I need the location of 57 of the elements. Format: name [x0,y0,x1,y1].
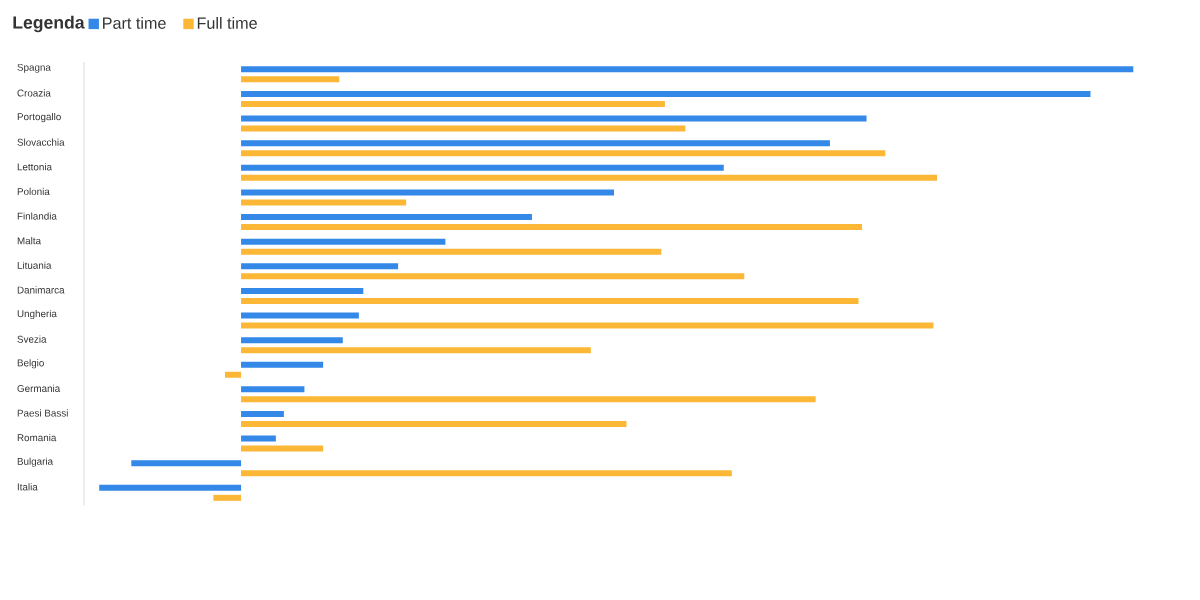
y-tick-label: Germania [17,384,61,392]
y-tick-label: Croazia [17,89,51,97]
bar [241,297,859,304]
bar [241,224,863,231]
bar [241,337,343,344]
y-tick-label: Italia [17,483,38,491]
bar [241,100,665,107]
bar [241,199,407,206]
bar [241,420,627,427]
bar [241,273,745,280]
bar [241,214,532,221]
bar [241,287,364,294]
y-tick-label: Svezia [17,335,47,343]
bar [241,174,938,181]
bar [241,386,305,393]
bar [213,494,242,501]
bar [241,76,340,83]
bar [241,140,830,147]
bar [241,435,276,442]
bar [131,460,242,467]
bar [241,410,284,417]
y-tick-label: Slovacchia [17,138,65,146]
bar [241,66,1134,73]
bar [241,164,724,171]
bar [241,189,615,196]
y-tick-label: Romania [17,433,57,442]
bar [241,312,359,319]
bar [241,238,446,245]
y-tick-label: Ungheria [17,309,57,320]
y-tick-label: Lettonia [17,163,52,171]
y-tick-label: Bulgaria [17,457,54,467]
bar [241,125,686,132]
legend-label: Full time [197,17,257,29]
bar [241,445,324,452]
y-tick-label: Finlandia [17,212,57,220]
bar [241,396,816,403]
bar [241,90,1091,97]
bar [241,347,591,354]
y-tick-label: Polonia [17,187,50,196]
y-tick-label: Belgio [17,359,44,369]
y-tick-label: Lituania [17,261,52,269]
bar [99,484,242,491]
bar [241,115,867,122]
legend-label: Part time [103,17,166,29]
y-tick-label: Spagna [17,63,51,73]
y-tick-label: Malta [17,237,42,245]
y-tick-label: Paesi Bassi [17,409,68,417]
bar [241,361,324,368]
bar [241,263,399,270]
bar [241,150,886,157]
y-tick-label: Portogallo [17,112,61,123]
bar [241,470,732,477]
legend-title: Legenda [13,15,85,33]
bar [225,371,242,378]
y-tick-label: Danimarca [17,286,65,294]
bar [241,322,934,329]
bar [241,248,662,255]
